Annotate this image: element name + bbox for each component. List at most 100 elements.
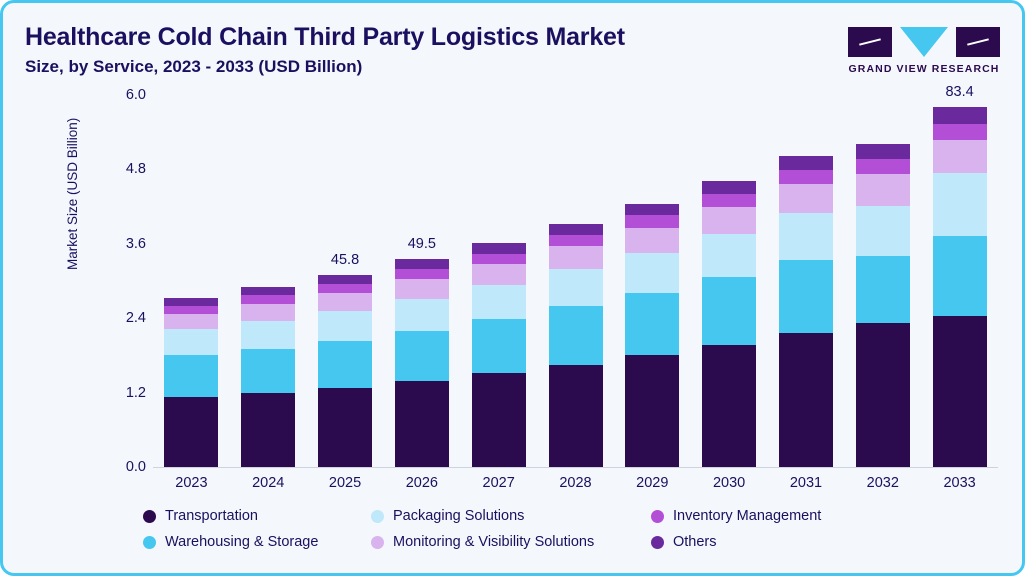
bar-segment[interactable] (548, 306, 603, 365)
bar-segment[interactable] (778, 333, 833, 467)
bar-stack[interactable] (855, 144, 910, 467)
bar-segment[interactable] (548, 246, 603, 270)
legend-item[interactable]: Inventory Management (651, 508, 821, 524)
bar-segment[interactable] (778, 156, 833, 171)
legend-color-swatch-icon (371, 535, 384, 549)
bar-segment[interactable] (164, 297, 219, 306)
bar-stack[interactable] (625, 203, 680, 467)
logo-box-left-icon (848, 27, 892, 57)
bar-segment[interactable] (471, 243, 526, 254)
x-axis-tick-label: 2032 (866, 475, 899, 491)
bar-segment[interactable] (548, 224, 603, 236)
bar-segment[interactable] (778, 184, 833, 214)
bar-segment[interactable] (394, 279, 449, 300)
bar-segment[interactable] (778, 259, 833, 334)
y-axis-tick-label: 1.2 (125, 384, 146, 401)
bar-stack[interactable] (164, 297, 219, 467)
bar-segment[interactable] (394, 299, 449, 331)
logo-triangle-icon (900, 27, 948, 57)
bar-segment[interactable] (241, 392, 296, 467)
bar-segment[interactable] (394, 269, 449, 280)
bar-segment[interactable] (855, 174, 910, 206)
bar-segment[interactable] (164, 396, 219, 467)
bar-segment[interactable] (471, 373, 526, 467)
y-axis-tick-label: 0.0 (125, 459, 146, 475)
legend-item[interactable]: Warehousing & Storage (143, 534, 318, 550)
bar-segment[interactable] (318, 311, 373, 342)
bar-segment[interactable] (241, 295, 296, 304)
bar-segment[interactable] (702, 207, 757, 234)
bar-stack[interactable]: 45.8 (318, 252, 373, 467)
bar-segment[interactable] (241, 348, 296, 393)
bar-segment[interactable] (471, 253, 526, 265)
bar-segment[interactable] (318, 284, 373, 294)
bar-segment[interactable] (855, 158, 910, 175)
bar-segment[interactable] (241, 286, 296, 296)
bar-segment[interactable] (932, 315, 987, 467)
legend-item[interactable]: Packaging Solutions (371, 508, 524, 524)
bar-segment[interactable] (471, 319, 526, 374)
bar-segment[interactable] (318, 388, 373, 467)
legend-item[interactable]: Transportation (143, 508, 258, 524)
bar-segment[interactable] (548, 235, 603, 247)
bar-stack[interactable]: 49.5 (394, 236, 449, 467)
bar-segment[interactable] (778, 213, 833, 260)
bar-segment[interactable] (164, 329, 219, 356)
plot-area: Market Size (USD Billion) 0.0 1.2 2.4 3.6 4.… (3, 84, 1022, 495)
bar-stack[interactable] (241, 286, 296, 467)
bar-segment[interactable] (932, 123, 987, 140)
bar-segment[interactable] (394, 259, 449, 270)
bar-segment[interactable] (625, 292, 680, 356)
bar-segment[interactable] (625, 215, 680, 228)
bar-segment[interactable] (318, 341, 373, 389)
x-axis-tick-label: 2031 (789, 475, 823, 491)
bar-segment[interactable] (241, 320, 296, 349)
legend-color-swatch-icon (143, 509, 156, 523)
bar-segment[interactable] (932, 173, 987, 236)
bar-segment[interactable] (702, 277, 757, 345)
bar-segment[interactable] (625, 355, 680, 467)
legend-label: Others (673, 534, 717, 550)
bar-segment[interactable] (932, 107, 987, 124)
bar-value-label: 49.5 (407, 236, 436, 253)
bar-stack[interactable] (548, 224, 603, 467)
bar-segment[interactable] (702, 344, 757, 467)
bar-segment[interactable] (625, 227, 680, 253)
bar-segment[interactable] (318, 274, 373, 285)
legend-item[interactable]: Others (651, 534, 717, 550)
bar-stack[interactable] (778, 156, 833, 467)
page-subtitle: Size, by Service, 2023 - 2033 (USD Billi… (25, 56, 363, 76)
bar-segment[interactable] (471, 264, 526, 286)
bar-segment[interactable] (164, 305, 219, 314)
bar-segment[interactable] (855, 206, 910, 257)
bar-segment[interactable] (394, 330, 449, 382)
bar-segment[interactable] (702, 181, 757, 195)
bar-segment[interactable] (932, 139, 987, 174)
bar-segment[interactable] (394, 381, 449, 467)
bar-stack[interactable]: 83.4 (932, 84, 987, 467)
bar-segment[interactable] (855, 256, 910, 323)
legend-label: Warehousing & Storage (165, 534, 319, 550)
y-axis-tick-label: 6.0 (125, 87, 146, 103)
bar-segment[interactable] (548, 269, 603, 307)
y-axis-tick-label: 4.8 (125, 161, 146, 178)
bar-segment[interactable] (702, 194, 757, 208)
bar-segment[interactable] (164, 355, 219, 397)
bar-segment[interactable] (318, 293, 373, 312)
chart-legend: Transportation Warehousing & Storage Packa… (143, 508, 1003, 568)
bar-stack[interactable] (471, 243, 526, 467)
bar-segment[interactable] (855, 322, 910, 467)
bar-segment[interactable] (625, 203, 680, 216)
legend-item[interactable]: Monitoring & Visibility Solutions (371, 534, 594, 550)
bar-segment[interactable] (778, 170, 833, 185)
bar-segment[interactable] (625, 252, 680, 293)
bar-segment[interactable] (241, 303, 296, 321)
bar-segment[interactable] (702, 233, 757, 278)
bar-segment[interactable] (855, 144, 910, 159)
bar-segment[interactable] (164, 313, 219, 330)
bar-segment[interactable] (548, 364, 603, 467)
chart-header: Healthcare Cold Chain Third Party Logist… (25, 23, 1000, 77)
bar-segment[interactable] (932, 235, 987, 316)
bar-stack[interactable] (702, 181, 757, 467)
bar-segment[interactable] (471, 285, 526, 320)
